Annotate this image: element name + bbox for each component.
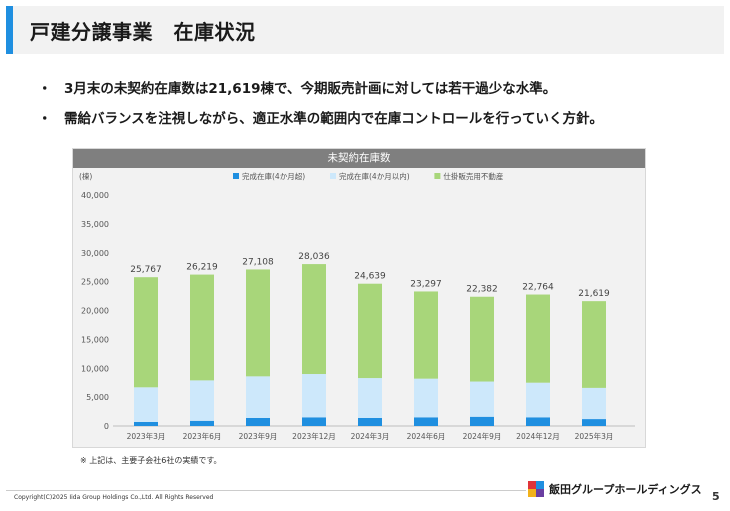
bar-total-label: 25,767	[130, 265, 162, 275]
y-tick-label: 40,000	[81, 191, 109, 200]
company-name: 飯田グループホールディングス	[549, 483, 702, 496]
x-tick-label: 2024年3月	[351, 431, 390, 441]
bar-segment	[358, 378, 382, 418]
page-number: 5	[712, 490, 720, 503]
bar-segment	[134, 421, 158, 426]
bar-segment	[134, 277, 158, 388]
bar-segment	[302, 374, 326, 418]
bar-segment	[246, 417, 270, 426]
y-tick-label: 10,000	[81, 364, 109, 373]
x-tick-label: 2025年3月	[575, 431, 614, 441]
bullet-item: ・ 需給バランスを注視しながら、適正水準の範囲内で在庫コントロールを行っていく方…	[38, 102, 718, 132]
footer-divider	[6, 490, 526, 491]
bar-segment	[302, 417, 326, 426]
title-bar	[6, 6, 724, 54]
legend-swatch	[233, 173, 239, 179]
bar-segment	[246, 376, 270, 418]
y-axis-unit-label: (棟)	[79, 171, 92, 181]
bar-segment	[358, 417, 382, 426]
x-tick-label: 2024年12月	[516, 431, 560, 441]
bar-total-label: 22,382	[466, 285, 498, 295]
x-tick-label: 2024年6月	[407, 431, 446, 441]
bar-segment	[414, 291, 438, 379]
bar-segment	[414, 378, 438, 418]
x-tick-label: 2023年12月	[292, 431, 336, 441]
bullet-text: 3月末の未契約在庫数は21,619棟で、今期販売計画に対しては若干過少な水準。	[64, 81, 557, 97]
y-tick-label: 25,000	[81, 278, 109, 287]
bar-segment	[246, 269, 270, 377]
legend-label: 完成在庫(4か月以内)	[339, 171, 410, 181]
stacked-bar-chart: (棟) 0 5,000 10,000 15,000 20,000 25,000 30,000 3…	[79, 171, 635, 441]
bar-segment	[414, 417, 438, 426]
legend-swatch	[330, 173, 336, 179]
y-tick-label: 35,000	[81, 220, 109, 229]
bullet-marker: ・	[38, 81, 52, 97]
x-tick-label: 2023年3月	[127, 431, 166, 441]
x-tick-label: 2023年6月	[183, 431, 222, 441]
bar-segment	[302, 264, 326, 375]
bullet-marker: ・	[38, 111, 52, 127]
bar-total-label: 24,639	[354, 272, 386, 282]
bullet-list: ・ 3月末の未契約在庫数は21,619棟で、今期販売計画に対しては若干過少な水準…	[38, 72, 718, 132]
chart-title: 未契約在庫数	[73, 149, 645, 168]
bar-segment	[190, 380, 214, 421]
bar-segment	[470, 381, 494, 417]
x-tick-label: 2023年9月	[239, 431, 278, 441]
x-tick-label: 2024年9月	[463, 431, 502, 441]
bar-total-label: 27,108	[242, 257, 274, 267]
bar-segment	[526, 294, 550, 383]
bar-total-label: 22,764	[522, 283, 554, 293]
y-tick-label: 20,000	[81, 307, 109, 316]
bar-total-label: 26,219	[186, 263, 218, 273]
bar-total-label: 28,036	[298, 252, 330, 262]
bullet-text: 需給バランスを注視しながら、適正水準の範囲内で在庫コントロールを行っていく方針。	[64, 111, 604, 127]
title-accent	[6, 6, 13, 54]
copyright: Copyright(C)2025 Iida Group Holdings Co.…	[14, 494, 214, 501]
legend-label: 完成在庫(4か月超)	[242, 171, 305, 181]
bar-segment	[134, 387, 158, 422]
page-title: 戸建分譲事業 在庫状況	[30, 20, 256, 44]
company-logo: 飯田グループホールディングス	[527, 480, 702, 498]
bar-segment	[582, 419, 606, 426]
y-tick-label: 30,000	[81, 249, 109, 258]
y-tick-label: 0	[104, 422, 109, 431]
bar-segment	[526, 382, 550, 418]
bar-segment	[190, 420, 214, 426]
legend-swatch	[434, 173, 441, 179]
bar-segment	[470, 296, 494, 382]
footnote: ※ 上記は、主要子会社6社の実績です。	[80, 456, 222, 465]
chart-container: 未契約在庫数 (棟) 0 5,000 10,000 15,000 20,000 25,000…	[72, 148, 646, 448]
bar-segment	[190, 274, 214, 381]
legend-label: 仕掛販売用不動産	[443, 171, 503, 181]
iida-group-logo-icon	[528, 481, 544, 497]
bar-segment	[582, 301, 606, 388]
y-tick-label: 5,000	[86, 393, 109, 402]
bullet-item: ・ 3月末の未契約在庫数は21,619棟で、今期販売計画に対しては若干過少な水準…	[38, 72, 718, 102]
y-tick-label: 15,000	[81, 335, 109, 344]
bar-segment	[526, 417, 550, 426]
bar-total-label: 21,619	[578, 289, 610, 299]
bar-segment	[582, 387, 606, 420]
bar-total-label: 23,297	[410, 279, 442, 289]
bar-segment	[470, 416, 494, 426]
bar-segment	[358, 283, 382, 379]
